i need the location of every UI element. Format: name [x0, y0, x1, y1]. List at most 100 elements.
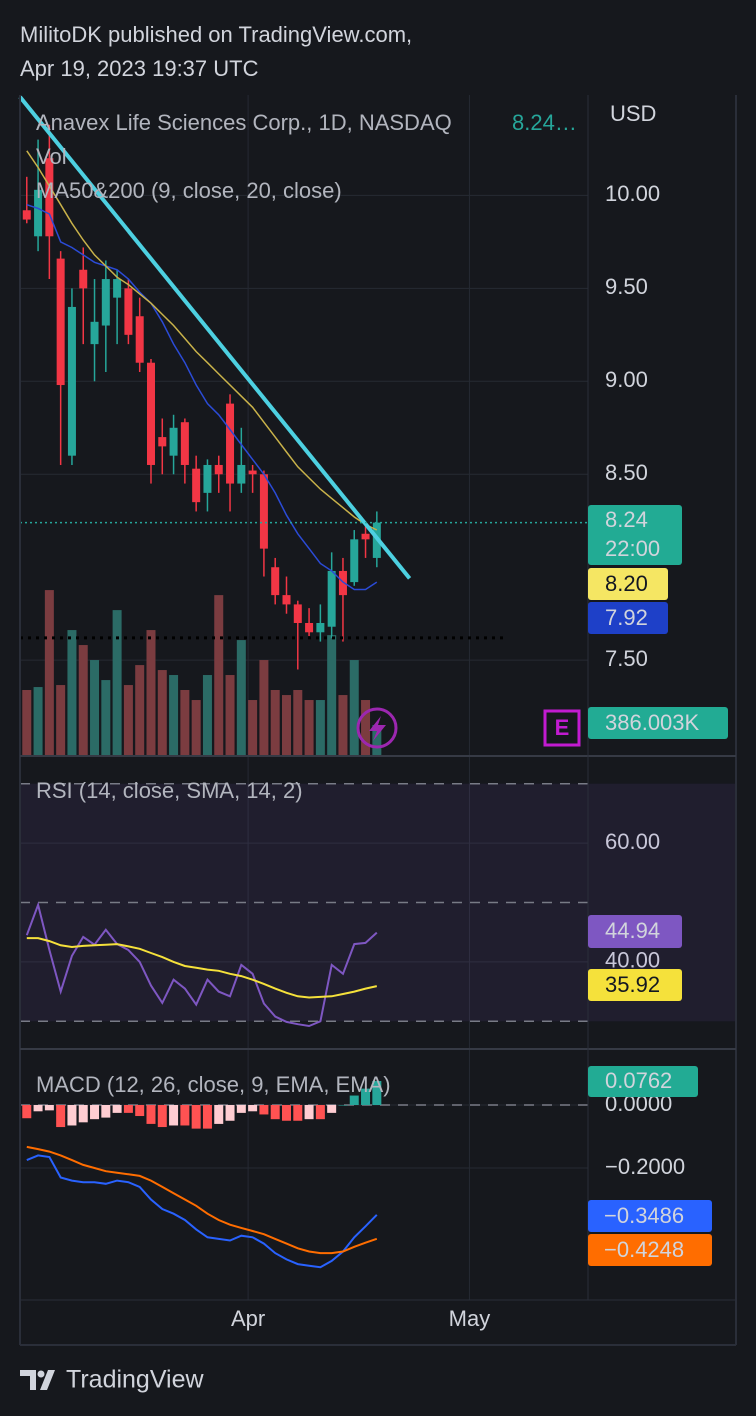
- x-tick-label: Apr: [231, 1306, 265, 1331]
- macd-label: −0.3486: [604, 1203, 684, 1228]
- volume-title: Vol: [36, 144, 67, 169]
- candle-body: [113, 279, 122, 298]
- volume-label-box: [588, 707, 728, 739]
- candle-body: [56, 258, 65, 386]
- histogram-bar: [191, 1105, 201, 1129]
- volume-bar: [372, 725, 382, 755]
- y-tick-label: 10.00: [605, 181, 660, 206]
- histogram-bar: [22, 1105, 32, 1119]
- trendline: [18, 95, 412, 580]
- volume-bar: [56, 685, 66, 755]
- candle-body: [169, 427, 178, 456]
- volume-bar: [123, 685, 133, 755]
- candle-body: [180, 422, 189, 465]
- histogram-bar: [101, 1105, 111, 1118]
- histogram-bar: [33, 1105, 43, 1112]
- y-tick-label: −0.2000: [605, 1154, 685, 1179]
- earnings-box[interactable]: [543, 709, 581, 747]
- rsi-line: [25, 901, 378, 1028]
- volume-bar: [259, 660, 269, 755]
- rsi-title: RSI (14, close, SMA, 14, 2): [36, 778, 303, 803]
- author: MilitoDK published on TradingView.com,: [20, 22, 412, 47]
- volume-bar: [78, 645, 88, 755]
- y-tick-label: 8.50: [605, 460, 648, 485]
- ma9-label-box: [588, 602, 668, 634]
- histogram-bar: [67, 1105, 77, 1126]
- macd-label-box: [588, 1200, 712, 1232]
- logo: [20, 1370, 55, 1390]
- candle-body: [350, 539, 359, 583]
- y-tick-label: 60.00: [605, 829, 660, 854]
- macd-title: MACD (12, 26, close, 9, EMA, EMA): [36, 1072, 391, 1097]
- y-tick-label: 9.50: [605, 274, 648, 299]
- grid: 10.009.509.008.507.5040.0060.000.0000−0.…: [20, 95, 685, 1331]
- candle-body: [90, 321, 99, 345]
- histogram-bar: [146, 1105, 156, 1124]
- lightning-glyph: [369, 716, 386, 741]
- candle-body: [248, 470, 257, 475]
- volume-bar: [349, 660, 359, 755]
- histogram-bar: [214, 1105, 224, 1124]
- histogram-bar: [90, 1105, 100, 1120]
- histogram-bar: [315, 1105, 325, 1120]
- candle-body: [293, 604, 302, 623]
- candle-body: [203, 464, 212, 493]
- volume-bar: [90, 660, 100, 755]
- candle-body: [79, 269, 88, 289]
- candle-body: [305, 623, 314, 633]
- histogram-bar: [78, 1105, 88, 1123]
- volume-bar: [67, 630, 77, 755]
- macd-line: [26, 1154, 378, 1269]
- histogram-bar: [372, 1080, 382, 1106]
- volume-bar: [225, 675, 235, 755]
- volume-bar: [169, 675, 179, 755]
- histogram-bar: [169, 1105, 179, 1126]
- volume-bar: [202, 675, 212, 755]
- x-tick-label: May: [449, 1306, 491, 1331]
- candle-body: [361, 533, 370, 540]
- brand: TradingView: [66, 1366, 205, 1394]
- ma20-label-box: [588, 568, 668, 600]
- histogram-bar: [157, 1105, 167, 1128]
- histogram-bar: [293, 1105, 303, 1121]
- price-label-box: [588, 505, 682, 565]
- volume-bar: [248, 700, 258, 755]
- volume-bar: [22, 690, 32, 755]
- y-tick-label: 9.00: [605, 367, 648, 392]
- histogram-bar: [225, 1105, 235, 1121]
- volume-bar: [44, 590, 54, 755]
- candle-body: [158, 437, 167, 447]
- candle-body: [146, 362, 155, 465]
- histogram-bar: [44, 1105, 54, 1111]
- candle-body: [237, 464, 246, 484]
- lightning-icon[interactable]: [356, 707, 398, 749]
- signal-label: −0.4248: [604, 1237, 684, 1262]
- candle-body: [124, 288, 133, 335]
- volume-bar: [146, 630, 156, 755]
- histogram-bar: [123, 1105, 133, 1113]
- volume-bar: [101, 680, 111, 755]
- y-tick-label: 40.00: [605, 948, 660, 973]
- volume-bar: [281, 695, 291, 755]
- volume-bar: [180, 690, 190, 755]
- moving-average: [26, 203, 378, 591]
- candle-body: [282, 595, 291, 605]
- candle-body: [316, 623, 325, 633]
- candle-body: [192, 468, 201, 503]
- volume-bar: [191, 700, 201, 755]
- candle-body: [271, 567, 280, 596]
- moving-average: [26, 150, 378, 531]
- rsi-sma-label-box: [588, 969, 682, 1001]
- histogram-bar: [112, 1105, 122, 1113]
- histogram-bar: [202, 1105, 212, 1129]
- volume-bar: [135, 665, 145, 755]
- volume-bar: [214, 595, 224, 755]
- candle-body: [34, 189, 43, 237]
- candle-body: [327, 570, 336, 627]
- currency: USD: [610, 101, 656, 126]
- countdown: 22:00: [605, 536, 660, 561]
- histogram-bar: [270, 1105, 280, 1120]
- rsi-line: [26, 937, 378, 999]
- signal-line: [26, 1145, 378, 1255]
- volume-bar: [236, 640, 246, 755]
